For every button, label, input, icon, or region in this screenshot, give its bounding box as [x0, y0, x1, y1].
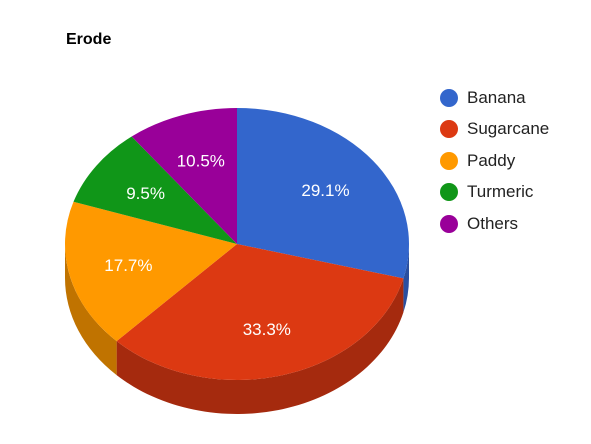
legend: Banana Sugarcane Paddy Turmeric Others: [440, 82, 549, 240]
legend-swatch-paddy: [440, 151, 458, 170]
legend-item-banana[interactable]: Banana: [440, 82, 549, 114]
legend-item-turmeric[interactable]: Turmeric: [440, 177, 549, 209]
legend-label: Others: [467, 213, 519, 233]
pie-slice-paddy[interactable]: [64, 201, 237, 342]
legend-label: Paddy: [467, 150, 516, 170]
legend-label: Sugarcane: [467, 119, 550, 139]
pie-side-paddy: [65, 244, 117, 376]
pie-slice-sugarcane[interactable]: [116, 244, 404, 381]
pie-side-banana: [403, 244, 409, 313]
pie-labels: 29.1% 33.3% 17.7% 9.5% 10.5%: [104, 151, 349, 339]
slice-label-sugarcane: 33.3%: [243, 320, 291, 339]
legend-item-sugarcane[interactable]: Sugarcane: [440, 114, 549, 146]
legend-swatch-others: [440, 214, 458, 233]
pie-side-sugarcane: [116, 278, 404, 414]
slice-label-turmeric: 9.5%: [126, 184, 165, 203]
legend-swatch-sugarcane: [440, 120, 458, 139]
slice-label-banana: 29.1%: [301, 181, 349, 200]
legend-label: Banana: [467, 87, 526, 107]
slice-label-others: 10.5%: [177, 151, 225, 170]
pie-slice-others[interactable]: [131, 108, 237, 244]
legend-label: Turmeric: [467, 182, 534, 202]
legend-swatch-banana: [440, 88, 458, 107]
pie-slice-turmeric[interactable]: [73, 136, 237, 244]
slice-label-paddy: 17.7%: [104, 256, 152, 275]
pie-slices: [64, 108, 410, 381]
pie-slice-banana[interactable]: [237, 108, 410, 279]
chart-title: Erode: [66, 31, 112, 48]
legend-swatch-turmeric: [440, 183, 458, 202]
legend-item-paddy[interactable]: Paddy: [440, 145, 549, 177]
legend-item-others[interactable]: Others: [440, 208, 549, 240]
pie-side-walls: [65, 244, 409, 414]
